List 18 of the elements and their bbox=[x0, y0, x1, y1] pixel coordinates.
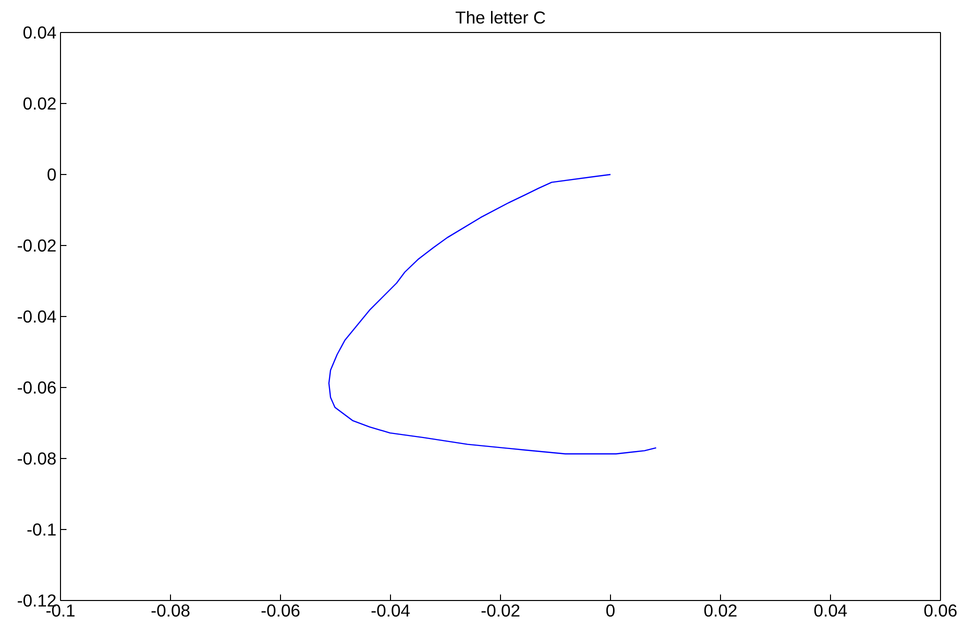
x-tick-label: -0.06 bbox=[260, 600, 300, 620]
y-tick-label: -0.06 bbox=[17, 378, 57, 398]
line-series bbox=[328, 174, 657, 454]
y-tick-label: -0.08 bbox=[17, 448, 57, 468]
x-tick-label: -0.02 bbox=[480, 600, 520, 620]
y-tick-label: 0.04 bbox=[22, 22, 57, 42]
x-tick-label: -0.04 bbox=[370, 600, 411, 620]
y-tick-label: -0.04 bbox=[17, 306, 57, 326]
x-tick-label: 0.04 bbox=[814, 600, 848, 620]
x-tick-label: 0 bbox=[606, 600, 616, 620]
y-tick-label: 0.02 bbox=[22, 94, 57, 114]
y-tick-label: -0.1 bbox=[26, 520, 56, 540]
x-tick-label: 0.06 bbox=[924, 600, 958, 620]
x-tick-label: 0.02 bbox=[704, 600, 738, 620]
chart-title: The letter C bbox=[455, 8, 546, 28]
x-tick-label: -0.08 bbox=[150, 600, 190, 620]
y-tick-label: 0 bbox=[46, 164, 57, 184]
y-tick-label: -0.02 bbox=[17, 236, 57, 256]
